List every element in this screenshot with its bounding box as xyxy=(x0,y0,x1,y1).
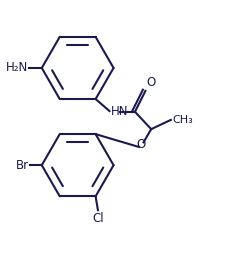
Text: H₂N: H₂N xyxy=(6,61,28,74)
Text: Br: Br xyxy=(16,159,29,172)
Text: HN: HN xyxy=(111,105,128,118)
Text: O: O xyxy=(136,138,145,151)
Text: O: O xyxy=(147,76,156,89)
Text: Cl: Cl xyxy=(92,213,104,226)
Text: CH₃: CH₃ xyxy=(172,115,193,125)
